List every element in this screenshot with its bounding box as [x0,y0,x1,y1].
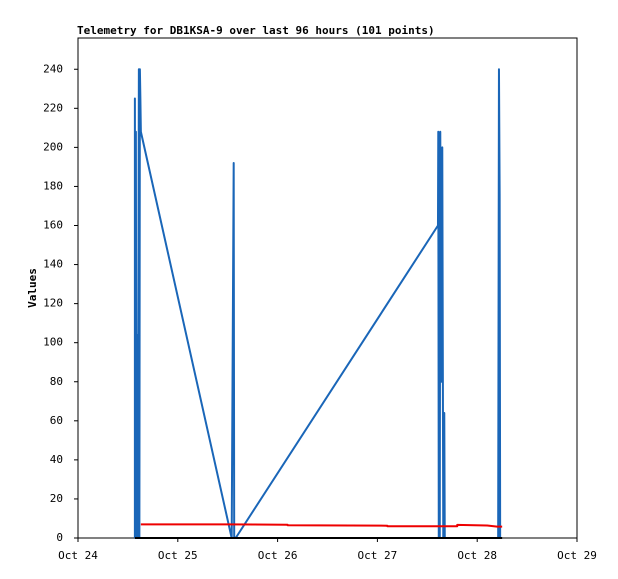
y-tick-label: 200 [43,140,63,153]
series-line [140,523,503,528]
y-tick-label: 20 [50,492,63,505]
x-tick-label: Oct 27 [358,549,398,562]
y-tick-label: 140 [43,258,63,271]
y-tick-label: 100 [43,336,63,349]
y-tick-label: 220 [43,101,63,114]
x-tick-label: Oct 25 [158,549,198,562]
y-axis-label: Values [26,268,39,308]
y-tick-label: 120 [43,297,63,310]
x-tick-label: Oct 28 [457,549,497,562]
y-tick-label: 180 [43,179,63,192]
y-tick-label: 0 [56,531,63,544]
y-tick-label: 40 [50,453,63,466]
series-line [133,68,502,539]
y-tick-label: 80 [50,375,63,388]
chart-title: Telemetry for DB1KSA-9 over last 96 hour… [77,24,435,37]
y-tick-label: 240 [43,62,63,75]
y-tick-label: 60 [50,414,63,427]
x-tick-label: Oct 26 [258,549,298,562]
x-tick-label: Oct 24 [58,549,98,562]
y-tick-label: 160 [43,219,63,232]
x-tick-label: Oct 29 [557,549,597,562]
